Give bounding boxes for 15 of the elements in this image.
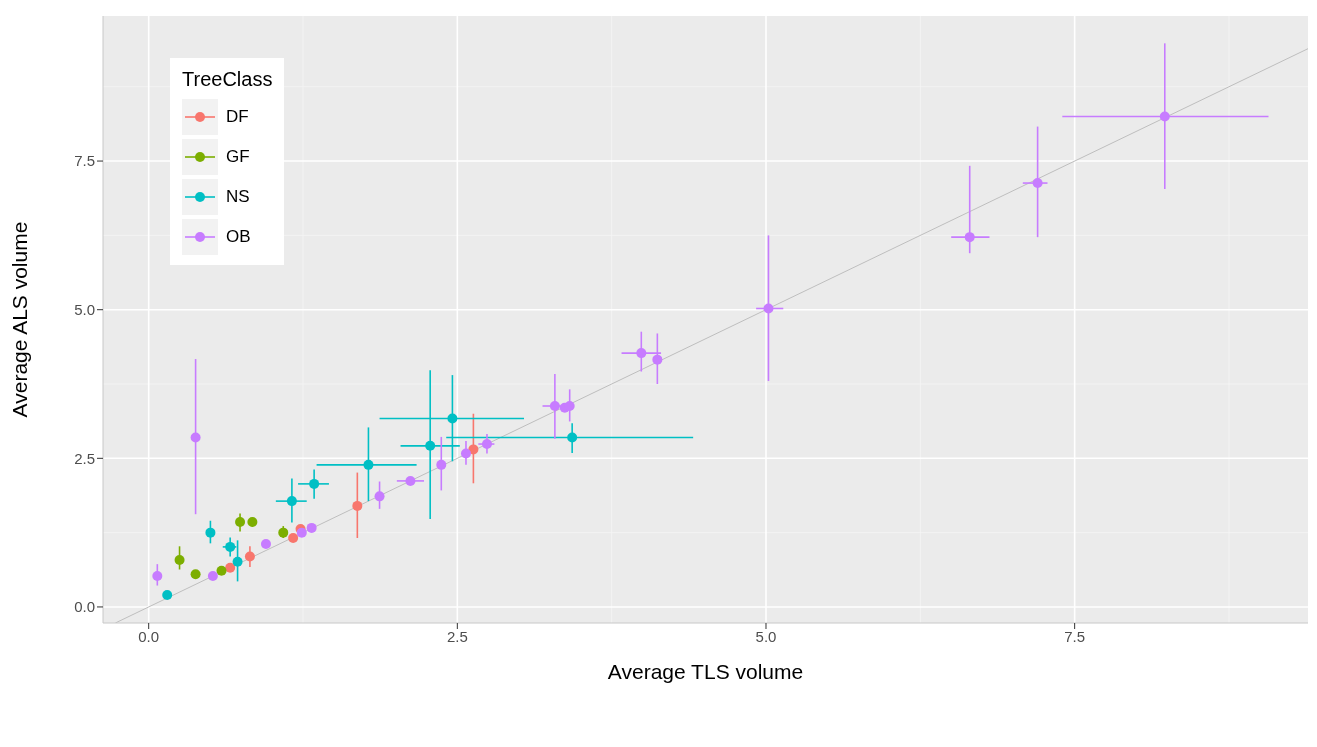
- x-tick-label: 5.0: [755, 627, 777, 645]
- x-tick-label: 0.0: [138, 627, 160, 645]
- x-tick-label: 2.5: [446, 627, 468, 645]
- y-tick-label: 2.5: [74, 449, 95, 467]
- legend-title: TreeClass: [182, 68, 273, 91]
- y-axis-title: Average ALS volume: [8, 221, 32, 418]
- legend-label: NS: [226, 187, 250, 207]
- y-tick-label: 7.5: [74, 152, 95, 170]
- x-tick-label: 7.5: [1064, 627, 1086, 645]
- y-tick-label: 5.0: [74, 301, 95, 319]
- legend-label: GF: [226, 147, 250, 167]
- y-tick-label: 0.0: [74, 598, 95, 616]
- legend-label: OB: [226, 227, 251, 247]
- x-axis-title: Average TLS volume: [607, 660, 804, 683]
- legend-label: DF: [226, 107, 249, 127]
